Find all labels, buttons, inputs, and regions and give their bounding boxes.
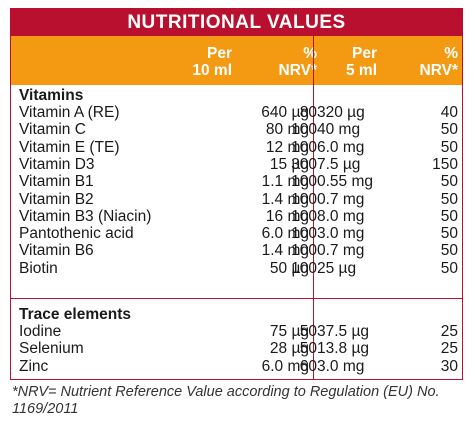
amount-10ml: 75 µg bbox=[269, 323, 309, 340]
header-nrv-5ml-line2: NRV* bbox=[419, 62, 458, 79]
table-row: Zinc 6.0 mg 60 3.0 mg 30 bbox=[11, 358, 462, 375]
nutrition-table: NUTRITIONAL VALUES Per 10 ml % NRV* Per … bbox=[10, 8, 463, 380]
table-row: Iodine 75 µg 50 37.5 µg 25 bbox=[11, 323, 462, 340]
amount-10ml: 15 µg bbox=[269, 155, 309, 173]
amount-10ml: 6.0 mg bbox=[261, 357, 309, 375]
table-row: Vitamin E (TE) 12 mg 100 6.0 mg 50 bbox=[11, 139, 462, 156]
table-row: Vitamin C 80 mg 100 40 mg 50 bbox=[11, 121, 462, 138]
table-row: Biotin 50 µg 100 25 µg 50 bbox=[11, 260, 462, 277]
amount-5ml: 40 mg bbox=[317, 121, 361, 139]
table-title: NUTRITIONAL VALUES bbox=[11, 9, 462, 36]
nrv-5ml: 50 bbox=[440, 121, 458, 139]
nutrient-name: Vitamin D3 bbox=[19, 155, 95, 173]
nrv-10ml-value: 100 bbox=[291, 225, 317, 243]
header-nrv-10ml-line1: % bbox=[303, 45, 317, 62]
nrv-5ml: 25 bbox=[440, 323, 458, 340]
table-row: Pantothenic acid 6.0 mg 100 3.0 mg 50 bbox=[11, 225, 462, 242]
nrv-10ml-value: 100 bbox=[291, 190, 317, 208]
nutrient-name: Vitamin A (RE) bbox=[19, 104, 120, 121]
nutrient-name: Vitamin C bbox=[19, 121, 86, 139]
table-row: Vitamin B3 (Niacin) 16 mg 100 8.0 mg 50 bbox=[11, 208, 462, 225]
nrv-5ml: 50 bbox=[440, 225, 458, 243]
amount-5ml: 8.0 mg bbox=[317, 207, 365, 225]
nrv-5ml: 50 bbox=[440, 190, 458, 208]
nrv-5ml: 50 bbox=[440, 259, 458, 277]
header-per-10ml-line2: 10 ml bbox=[192, 62, 232, 79]
amount-5ml: 7.5 µg bbox=[317, 155, 361, 173]
nrv-10ml-value: 50 bbox=[299, 340, 317, 358]
amount-10ml: 640 µg bbox=[261, 104, 309, 121]
trace-elements-heading: Trace elements bbox=[19, 306, 132, 323]
header-nrv-5ml: % NRV* bbox=[420, 45, 458, 79]
nutrient-name: Vitamin B1 bbox=[19, 173, 94, 191]
amount-5ml: 6.0 mg bbox=[317, 138, 365, 156]
amount-5ml: 25 µg bbox=[317, 259, 357, 277]
amount-10ml: 28 µg bbox=[269, 340, 309, 358]
header-per-10ml: Per 10 ml bbox=[192, 45, 232, 79]
amount-10ml: 6.0 mg bbox=[261, 225, 309, 243]
amount-10ml: 1.1 mg bbox=[261, 173, 309, 191]
amount-5ml: 0.7 mg bbox=[317, 242, 365, 260]
nrv-10ml-value: 300 bbox=[291, 155, 317, 173]
nutrient-name: Vitamin B6 bbox=[19, 242, 94, 260]
amount-5ml: 3.0 mg bbox=[317, 225, 365, 243]
nutrient-name: Vitamin B3 (Niacin) bbox=[19, 207, 152, 225]
amount-10ml: 1.4 mg bbox=[261, 190, 309, 208]
nrv-5ml: 30 bbox=[440, 357, 458, 375]
nrv-5ml: 50 bbox=[440, 242, 458, 260]
amount-10ml: 50 µg bbox=[269, 259, 309, 277]
footnote: *NRV= Nutrient Reference Value according… bbox=[12, 384, 440, 417]
table-row: Vitamin A (RE) 640 µg 80 320 µg 40 bbox=[11, 104, 462, 121]
nrv-10ml-value: 50 bbox=[299, 323, 317, 340]
table-row: Vitamin B6 1.4 mg 100 0.7 mg 50 bbox=[11, 242, 462, 259]
header-nrv-10ml: % NRV* bbox=[279, 45, 317, 79]
nutrient-name: Zinc bbox=[19, 357, 49, 375]
column-divider bbox=[313, 36, 314, 379]
amount-10ml: 80 mg bbox=[265, 121, 309, 139]
amount-5ml: 3.0 mg bbox=[317, 357, 365, 375]
nutrient-name: Biotin bbox=[19, 259, 58, 277]
nrv-5ml: 50 bbox=[440, 207, 458, 225]
nrv-5ml: 50 bbox=[440, 173, 458, 191]
table-row: Vitamin B1 1.1 mg 100 0.55 mg 50 bbox=[11, 173, 462, 190]
nrv-5ml: 150 bbox=[432, 155, 458, 173]
nrv-5ml: 25 bbox=[440, 340, 458, 358]
header-nrv-5ml-line1: % bbox=[444, 45, 458, 62]
amount-5ml: 0.7 mg bbox=[317, 190, 365, 208]
table-row: Vitamin B2 1.4 mg 100 0.7 mg 50 bbox=[11, 191, 462, 208]
amount-5ml: 37.5 µg bbox=[317, 323, 370, 340]
amount-5ml: 13.8 µg bbox=[317, 340, 370, 358]
nrv-5ml: 40 bbox=[440, 104, 458, 121]
table-row: Vitamin D3 15 µg 300 7.5 µg 150 bbox=[11, 156, 462, 173]
header-per-5ml-line2: 5 ml bbox=[345, 62, 377, 79]
amount-5ml: 320 µg bbox=[317, 104, 365, 121]
nrv-10ml-value: 100 bbox=[291, 121, 317, 139]
nutrient-name: Iodine bbox=[19, 323, 62, 340]
nutrient-name: Vitamin B2 bbox=[19, 190, 94, 208]
nutrient-name: Vitamin E (TE) bbox=[19, 138, 120, 156]
header-per-5ml: Per 5 ml bbox=[346, 45, 377, 79]
table-header: Per 10 ml % NRV* Per 5 ml % NRV* bbox=[11, 36, 462, 85]
vitamins-heading: Vitamins bbox=[19, 87, 84, 104]
amount-10ml: 1.4 mg bbox=[261, 242, 309, 260]
amount-10ml: 16 mg bbox=[265, 207, 309, 225]
header-nrv-10ml-line2: NRV* bbox=[278, 62, 317, 79]
table-row: Selenium 28 µg 50 13.8 µg 25 bbox=[11, 340, 462, 357]
amount-10ml: 12 mg bbox=[265, 138, 309, 156]
nrv-10ml-value: 100 bbox=[291, 207, 317, 225]
nutrient-name: Selenium bbox=[19, 340, 84, 358]
header-per-10ml-line1: Per bbox=[207, 45, 232, 62]
nutrient-name: Pantothenic acid bbox=[19, 225, 134, 243]
amount-5ml: 0.55 mg bbox=[317, 173, 374, 191]
section-divider bbox=[11, 298, 462, 299]
nrv-10ml-value: 100 bbox=[291, 173, 317, 191]
nrv-10ml-value: 60 bbox=[299, 357, 317, 375]
nrv-10ml-value: 80 bbox=[299, 104, 317, 121]
nrv-5ml: 50 bbox=[440, 138, 458, 156]
nrv-10ml-value: 100 bbox=[291, 138, 317, 156]
nrv-10ml-value: 100 bbox=[291, 259, 317, 277]
header-per-5ml-line1: Per bbox=[352, 45, 377, 62]
nrv-10ml-value: 100 bbox=[291, 242, 317, 260]
